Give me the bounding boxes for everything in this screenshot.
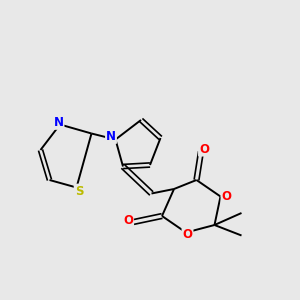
Text: O: O bbox=[221, 190, 232, 203]
Text: S: S bbox=[75, 184, 83, 198]
Text: O: O bbox=[123, 214, 133, 227]
Text: N: N bbox=[53, 116, 64, 129]
Text: N: N bbox=[106, 130, 116, 143]
Text: O: O bbox=[199, 142, 209, 156]
Text: O: O bbox=[182, 228, 193, 242]
